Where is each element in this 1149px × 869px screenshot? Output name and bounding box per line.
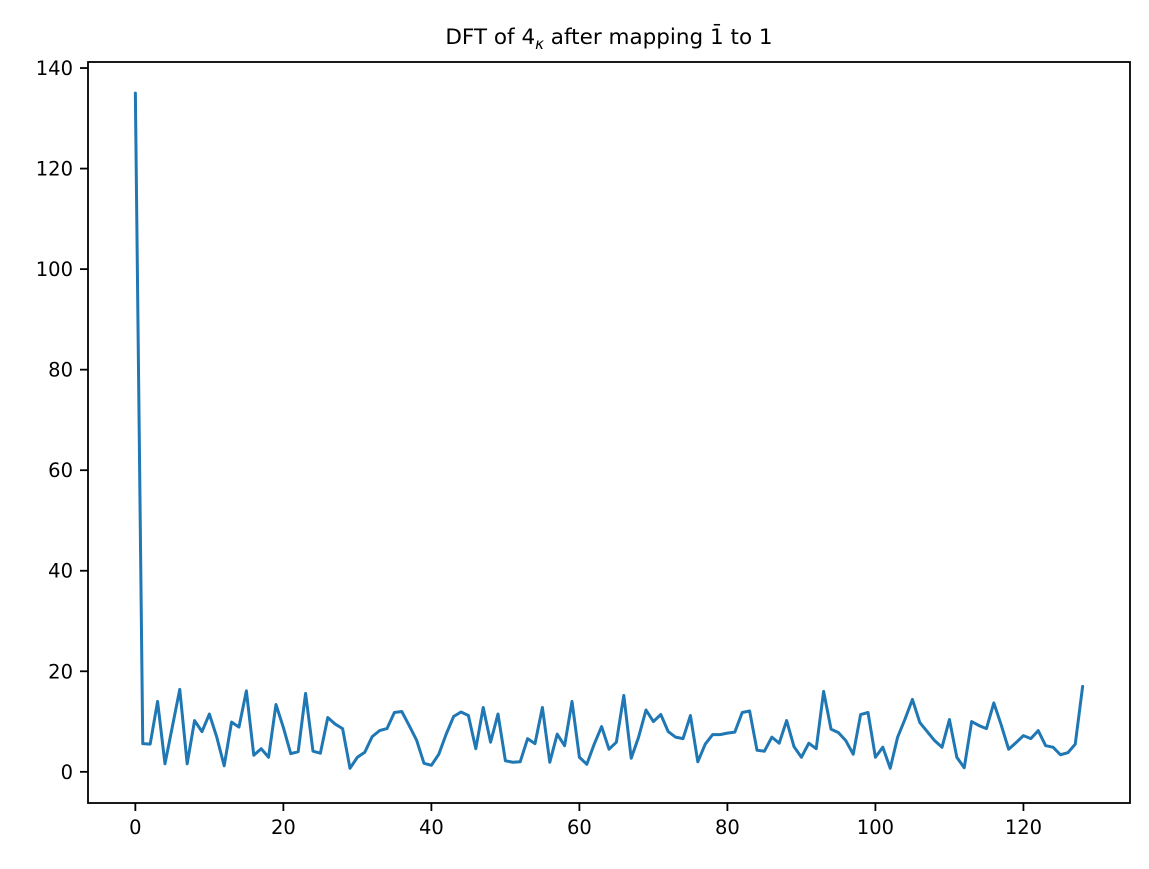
y-tick-label: 140 [36, 57, 73, 80]
y-axis-ticks [80, 67, 88, 773]
x-axis-ticks [134, 803, 1025, 811]
dft-magnitude-line [133, 91, 1085, 770]
x-tick-label: 100 [857, 816, 894, 839]
y-axis-tick-labels: 0 20 40 60 80 100 120 140 [36, 57, 73, 784]
y-tick-label: 0 [61, 761, 73, 784]
x-tick-label: 0 [129, 816, 141, 839]
y-tick-label: 20 [48, 660, 73, 683]
x-tick-label: 120 [1005, 816, 1042, 839]
y-tick-label: 60 [48, 459, 73, 482]
y-tick-label: 40 [48, 560, 73, 583]
y-tick-label: 80 [48, 359, 73, 382]
plot-title-prefix: DFT of 4 [445, 25, 535, 50]
y-tick-label: 120 [36, 158, 73, 181]
plot-title-subscript-kappa: κ [535, 35, 544, 53]
axes-frame [87, 61, 1131, 804]
plot-title-suffix: after mapping 1̄ to 1 [544, 24, 773, 50]
x-tick-label: 60 [567, 816, 592, 839]
x-tick-label: 80 [715, 816, 740, 839]
y-tick-label: 100 [36, 258, 73, 281]
x-axis-tick-labels: 0 20 40 60 80 100 120 [129, 816, 1042, 839]
x-tick-label: 40 [419, 816, 444, 839]
x-tick-label: 20 [271, 816, 296, 839]
plot-title: DFT of 4κ after mapping 1̄ to 1 [445, 24, 772, 53]
